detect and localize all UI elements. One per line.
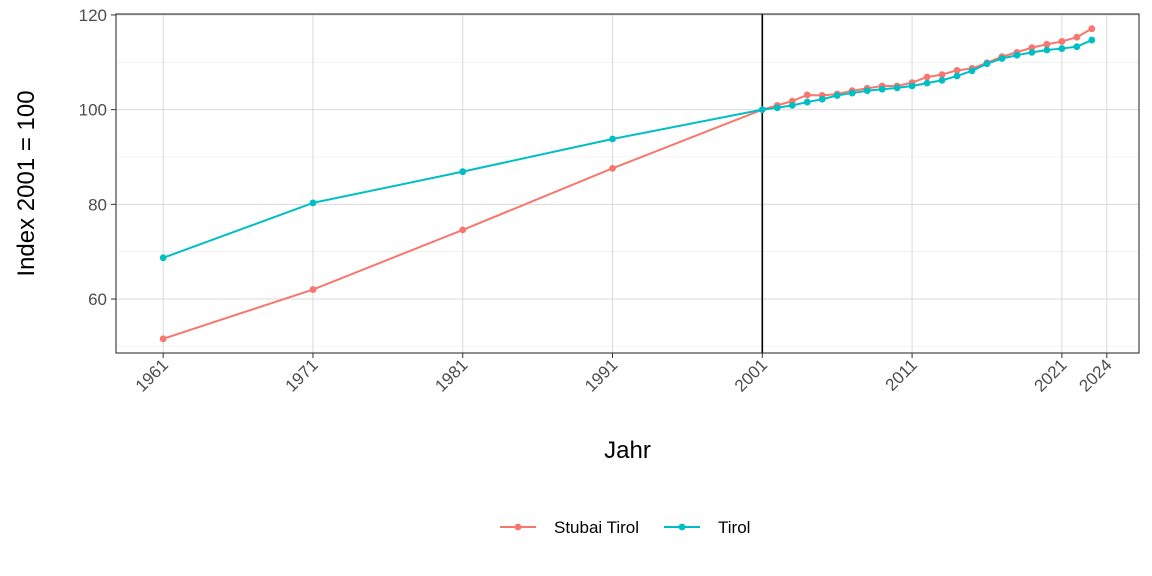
data-point-tirol bbox=[833, 92, 841, 99]
series-tirol bbox=[159, 36, 1096, 262]
x-tick-label: 1971 bbox=[282, 355, 322, 395]
data-point-stubai bbox=[803, 91, 811, 99]
data-point-tirol bbox=[773, 104, 781, 112]
legend-marker-stubai bbox=[514, 523, 522, 531]
data-point-tirol bbox=[968, 67, 976, 75]
data-point-tirol bbox=[938, 76, 946, 84]
y-axis: 60 80 100 120 bbox=[79, 6, 116, 309]
data-point-tirol bbox=[1058, 45, 1066, 52]
data-point-stubai bbox=[1028, 44, 1036, 52]
data-point-tirol bbox=[1013, 51, 1021, 59]
data-point-stubai bbox=[459, 226, 467, 234]
data-point-stubai bbox=[938, 71, 946, 79]
data-point-tirol bbox=[908, 82, 916, 90]
data-point-tirol bbox=[818, 95, 826, 103]
y-tick-label: 120 bbox=[79, 6, 107, 25]
panel-border bbox=[115, 13, 1140, 354]
x-tick-label: 1991 bbox=[581, 355, 621, 395]
series-line-tirol bbox=[162, 39, 1093, 259]
data-point-tirol bbox=[159, 254, 167, 262]
legend-item-stubai: Stubai Tirol bbox=[500, 518, 639, 537]
data-point-tirol bbox=[803, 98, 811, 106]
data-point-tirol bbox=[998, 55, 1006, 62]
x-axis-title: Jahr bbox=[604, 437, 651, 464]
data-point-stubai bbox=[923, 73, 931, 81]
data-point-stubai bbox=[309, 286, 317, 293]
data-point-tirol bbox=[953, 72, 961, 80]
x-tick-label: 1961 bbox=[132, 355, 172, 395]
data-point-tirol bbox=[878, 85, 886, 93]
x-tick-label: 2011 bbox=[882, 355, 921, 394]
data-point-tirol bbox=[893, 84, 901, 92]
legend-marker-tirol bbox=[678, 523, 686, 531]
data-point-tirol bbox=[309, 199, 317, 207]
data-point-stubai bbox=[609, 164, 616, 172]
series-line-stubai bbox=[162, 27, 1093, 340]
data-point-tirol bbox=[1073, 43, 1081, 51]
data-point-tirol bbox=[609, 135, 616, 143]
y-axis-title: Index 2001 = 100 bbox=[13, 90, 40, 276]
series-stubai bbox=[159, 25, 1096, 343]
data-point-stubai bbox=[1058, 38, 1066, 45]
data-point-tirol bbox=[788, 101, 796, 109]
data-point-stubai bbox=[953, 66, 961, 74]
series-group bbox=[159, 25, 1096, 343]
data-point-tirol bbox=[983, 60, 991, 68]
x-tick-label: 2024 bbox=[1075, 355, 1115, 395]
x-tick-label: 2021 bbox=[1031, 355, 1071, 395]
y-tick-label: 60 bbox=[88, 290, 107, 309]
data-point-stubai bbox=[159, 335, 167, 343]
data-point-tirol bbox=[1043, 46, 1051, 54]
x-tick-label: 1981 bbox=[431, 355, 471, 395]
data-point-tirol bbox=[459, 168, 467, 176]
data-point-stubai bbox=[1088, 25, 1096, 33]
legend-item-tirol: Tirol bbox=[664, 518, 750, 537]
data-point-tirol bbox=[1088, 36, 1096, 44]
legend: Stubai Tirol Tirol bbox=[500, 518, 750, 537]
data-point-tirol bbox=[848, 89, 856, 97]
data-point-stubai bbox=[1043, 40, 1051, 48]
data-point-tirol bbox=[863, 87, 871, 95]
legend-label-stubai: Stubai Tirol bbox=[554, 518, 639, 537]
x-axis: 1961 1971 1981 1991 2001 2011 2021 2024 bbox=[132, 353, 1116, 396]
y-tick-label: 100 bbox=[79, 101, 107, 120]
legend-label-tirol: Tirol bbox=[718, 518, 750, 537]
data-point-tirol bbox=[923, 79, 931, 87]
data-point-tirol bbox=[758, 106, 766, 114]
y-tick-label: 80 bbox=[88, 195, 107, 214]
data-point-stubai bbox=[1073, 33, 1081, 41]
data-point-tirol bbox=[1028, 48, 1036, 56]
x-tick-label: 2001 bbox=[731, 355, 771, 395]
minor-gridlines bbox=[116, 61, 1139, 347]
